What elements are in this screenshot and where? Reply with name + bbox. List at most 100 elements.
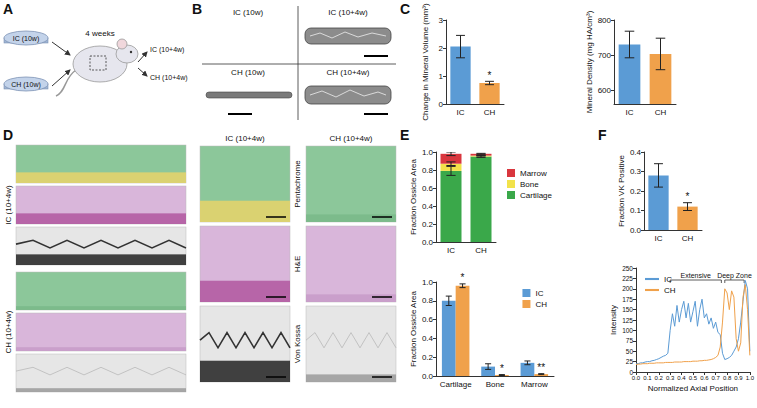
svg-text:0.2: 0.2	[422, 220, 434, 229]
svg-text:0.3: 0.3	[666, 375, 675, 381]
svg-text:Marrow: Marrow	[521, 380, 548, 389]
svg-text:Fraction VK Positive: Fraction VK Positive	[617, 154, 626, 227]
svg-text:Pentachrome: Pentachrome	[293, 160, 302, 208]
svg-text:IC: IC	[535, 289, 543, 298]
svg-text:200: 200	[622, 285, 633, 292]
svg-text:CH: CH	[655, 108, 667, 117]
svg-text:0.2: 0.2	[422, 353, 434, 362]
svg-text:CH: CH	[664, 286, 676, 295]
svg-text:0.6: 0.6	[422, 184, 434, 193]
svg-text:125: 125	[622, 317, 633, 324]
svg-text:0.2: 0.2	[655, 375, 664, 381]
svg-text:CH: CH	[535, 300, 547, 309]
svg-text:CH (10+4w): CH (10+4w)	[330, 134, 373, 143]
svg-text:E: E	[400, 127, 409, 143]
svg-text:CH (10+4w): CH (10+4w)	[150, 74, 188, 82]
svg-text:1: 1	[439, 72, 444, 81]
svg-text:150: 150	[622, 306, 633, 313]
svg-text:4 weeks: 4 weeks	[85, 29, 114, 38]
svg-text:CH: CH	[484, 108, 496, 117]
svg-text:0.1: 0.1	[630, 206, 642, 215]
svg-text:225: 225	[622, 275, 633, 282]
svg-text:Deep Zone: Deep Zone	[717, 272, 752, 280]
svg-text:Intensity: Intensity	[609, 305, 618, 335]
svg-text:F: F	[598, 127, 607, 143]
svg-text:*: *	[686, 191, 690, 202]
svg-text:Extensive: Extensive	[681, 272, 711, 279]
svg-text:Bone: Bone	[520, 180, 539, 189]
svg-text:1.0: 1.0	[746, 375, 755, 381]
svg-text:Cartilage: Cartilage	[440, 380, 473, 389]
svg-text:C: C	[400, 1, 410, 17]
svg-text:IC (10+4w): IC (10+4w)	[150, 46, 184, 54]
svg-text:0.4: 0.4	[630, 148, 642, 157]
svg-text:IC (10w): IC (10w)	[233, 8, 264, 17]
svg-text:CH: CH	[682, 234, 694, 243]
svg-text:0.5: 0.5	[689, 375, 698, 381]
svg-text:Normalized Axial Position: Normalized Axial Position	[648, 384, 738, 393]
svg-text:Marrow: Marrow	[520, 169, 547, 178]
svg-text:0.7: 0.7	[712, 375, 721, 381]
svg-text:*: *	[500, 363, 504, 374]
svg-text:0.4: 0.4	[422, 334, 434, 343]
svg-text:75: 75	[626, 337, 634, 344]
svg-text:*: *	[488, 70, 492, 81]
svg-text:800: 800	[598, 16, 612, 25]
svg-text:175: 175	[622, 296, 633, 303]
svg-text:1.0: 1.0	[422, 278, 434, 287]
svg-text:IC (10+4w): IC (10+4w)	[4, 185, 13, 225]
svg-text:CH (10+4w): CH (10+4w)	[4, 310, 13, 353]
svg-text:Von Kossa: Von Kossa	[293, 324, 302, 363]
svg-text:0.2: 0.2	[630, 187, 642, 196]
svg-text:0.9: 0.9	[734, 375, 743, 381]
svg-text:50: 50	[626, 348, 634, 355]
svg-text:0.1: 0.1	[643, 375, 652, 381]
svg-text:25: 25	[626, 358, 634, 365]
svg-text:0.0: 0.0	[422, 238, 434, 247]
svg-text:0.0: 0.0	[630, 226, 642, 235]
svg-text:0.0: 0.0	[632, 375, 641, 381]
svg-text:0.8: 0.8	[422, 166, 434, 175]
svg-text:IC: IC	[655, 234, 663, 243]
svg-text:700: 700	[598, 51, 612, 60]
svg-text:Mineral Density (mg HA/cm³): Mineral Density (mg HA/cm³)	[585, 10, 594, 113]
svg-text:0: 0	[629, 368, 633, 376]
svg-text:0.4: 0.4	[677, 375, 686, 381]
svg-text:250: 250	[622, 265, 633, 272]
svg-text:IC: IC	[626, 108, 634, 117]
svg-text:0.8: 0.8	[422, 296, 434, 305]
svg-text:0.3: 0.3	[630, 167, 642, 176]
svg-text:B: B	[192, 1, 202, 17]
svg-text:Fraction Ossicle Area: Fraction Ossicle Area	[409, 290, 418, 367]
svg-text:0.8: 0.8	[723, 375, 732, 381]
svg-text:CH: CH	[475, 246, 487, 255]
svg-text:IC: IC	[447, 246, 455, 255]
svg-text:Bone: Bone	[486, 380, 505, 389]
svg-text:IC: IC	[664, 275, 672, 284]
svg-text:IC (10+4w): IC (10+4w)	[328, 8, 368, 17]
svg-text:CH (10w): CH (10w)	[231, 68, 265, 77]
svg-text:100: 100	[622, 327, 633, 334]
svg-text:H&E: H&E	[293, 256, 302, 272]
svg-text:**: **	[537, 362, 545, 373]
svg-text:D: D	[3, 127, 13, 143]
svg-text:3: 3	[439, 16, 444, 25]
svg-text:2: 2	[439, 44, 444, 53]
svg-text:0.6: 0.6	[422, 315, 434, 324]
svg-text:0.0: 0.0	[422, 372, 434, 381]
svg-text:IC (10+4w): IC (10+4w)	[225, 134, 265, 143]
svg-text:0.4: 0.4	[422, 202, 434, 211]
svg-text:0.6: 0.6	[700, 375, 709, 381]
svg-text:Change in Mineral Volume (mm³): Change in Mineral Volume (mm³)	[421, 3, 430, 121]
svg-text:*: *	[461, 272, 465, 283]
svg-text:1.0: 1.0	[422, 148, 434, 157]
svg-text:IC: IC	[457, 108, 465, 117]
svg-text:0: 0	[439, 100, 444, 109]
svg-text:CH (10+4w): CH (10+4w)	[327, 68, 370, 77]
svg-text:600: 600	[598, 86, 612, 95]
svg-text:Fraction Ossicle Area: Fraction Ossicle Area	[409, 158, 418, 235]
svg-text:Cartilage: Cartilage	[520, 191, 553, 200]
svg-text:IC (10w): IC (10w)	[13, 35, 39, 43]
svg-text:A: A	[3, 1, 13, 17]
svg-text:CH (10w): CH (10w)	[11, 81, 41, 89]
